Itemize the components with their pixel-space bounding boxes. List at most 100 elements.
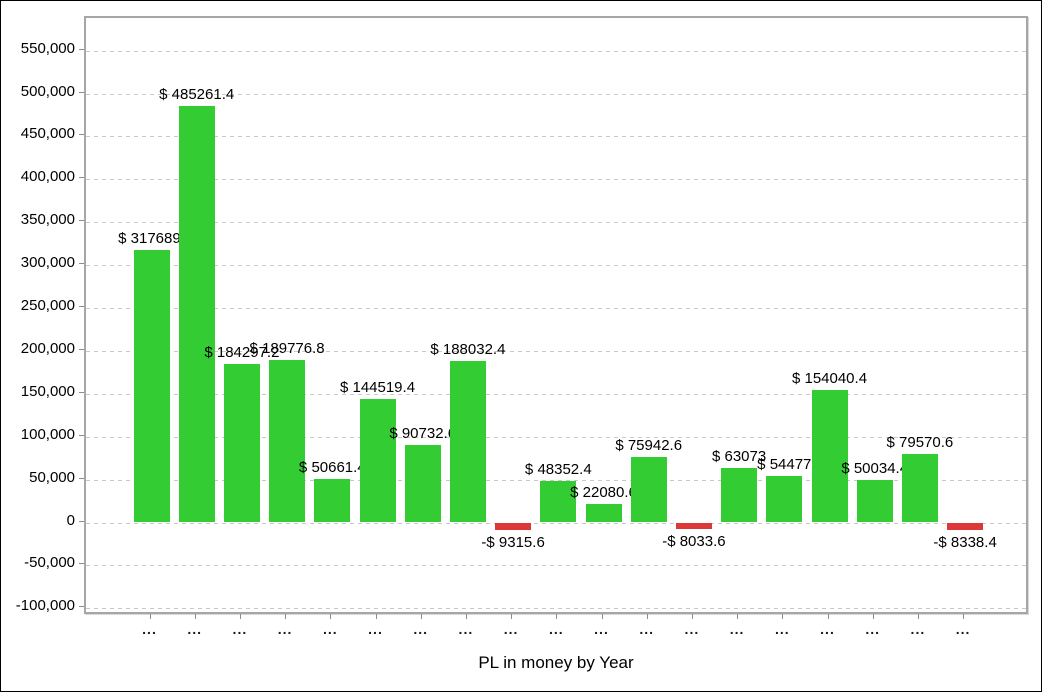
plot-area: $ 317689. $ 485261.4 $ 184297.2 $ 189776.8 $…: [84, 16, 1028, 614]
x-tick-mark: [917, 614, 919, 619]
y-tick-label: 0: [66, 511, 75, 529]
profit-bar: [359, 398, 396, 523]
x-tick-mark: [782, 614, 784, 619]
x-tick-label: ...: [232, 621, 248, 637]
x-tick-label: ...: [458, 621, 474, 637]
bar-value-label: $ 317689.: [118, 229, 185, 247]
bar-value-label: $ 144519.4: [339, 378, 416, 396]
x-tick-mark: [646, 614, 648, 619]
y-tick-mark: [79, 348, 84, 350]
gridline: [86, 565, 1026, 567]
bar-value-label: $ 50034.4: [841, 459, 909, 477]
y-tick-mark: [79, 391, 84, 393]
y-tick-mark: [79, 434, 84, 436]
bar-value-label: $ 90732.6: [389, 424, 457, 442]
gridline: [86, 308, 1026, 309]
x-tick-mark: [420, 614, 422, 619]
profit-bar: [314, 479, 351, 523]
y-tick-label: 350,000: [20, 211, 75, 229]
bar-value-label: -$ 8338.4: [933, 533, 997, 551]
gridline: [86, 265, 1026, 267]
x-tick-label: ...: [865, 621, 881, 637]
x-tick-mark: [691, 614, 693, 619]
bar-value-label: $ 63073: [711, 448, 767, 466]
y-tick-label: 100,000: [20, 425, 75, 443]
y-tick-label: 450,000: [20, 125, 75, 143]
y-tick-label: -100,000: [15, 597, 75, 615]
profit-bar: [223, 364, 260, 523]
profit-bar: [766, 475, 803, 523]
bar-value-label: $ 154040.4: [791, 370, 868, 388]
profit-bar: [540, 481, 577, 523]
bar-value-label: -$ 9315.6: [481, 534, 545, 552]
x-tick-mark: [149, 614, 151, 619]
gridline: [86, 350, 1026, 352]
loss-bar: [675, 522, 712, 530]
bar-value-label: $ 22080.6: [570, 483, 637, 501]
x-tick-label: ...: [955, 621, 971, 637]
y-tick-label: 200,000: [20, 339, 75, 357]
x-tick-label: ...: [729, 621, 745, 637]
x-tick-mark: [737, 614, 739, 619]
profit-bar: [721, 468, 758, 523]
profit-bar: [811, 390, 848, 523]
x-tick-label: ...: [548, 621, 564, 637]
profit-bar: [630, 457, 667, 523]
y-tick-mark: [79, 134, 84, 136]
x-tick-label: ...: [277, 621, 293, 637]
y-tick-label: 300,000: [20, 254, 75, 272]
bar-value-label: $ 54477: [757, 455, 812, 473]
x-axis-title: PL in money by Year: [478, 653, 634, 672]
x-tick-label: ...: [910, 621, 926, 637]
profit-bar: [856, 479, 893, 523]
gridline: [86, 50, 1026, 52]
x-tick-mark: [375, 614, 377, 619]
y-tick-mark: [79, 306, 84, 307]
x-tick-mark: [872, 614, 874, 619]
y-tick-mark: [79, 520, 84, 522]
y-tick-label: 50,000: [29, 468, 75, 486]
x-tick-mark: [194, 614, 196, 619]
bar-value-label: $ 79570.6: [886, 434, 954, 452]
x-tick-label: ...: [142, 621, 157, 637]
x-tick-label: ...: [322, 621, 338, 637]
y-tick-label: 150,000: [20, 382, 75, 400]
x-tick-label: ...: [774, 621, 790, 637]
y-tick-label: 400,000: [20, 168, 75, 186]
profit-bar: [404, 444, 441, 523]
y-tick-label: 550,000: [20, 39, 75, 57]
x-tick-label: ...: [594, 621, 609, 637]
bar-value-label: $ 48352.4: [524, 461, 592, 478]
gridline: [86, 522, 1026, 524]
profit-bar: [178, 106, 215, 523]
x-tick-label: ...: [187, 621, 203, 637]
x-tick-label: ...: [820, 621, 835, 637]
bar-value-label: $ 485261.4: [159, 86, 235, 104]
y-tick-mark: [79, 477, 84, 479]
bar-value-label: $ 189776.8: [249, 339, 325, 357]
profit-bar: [901, 454, 938, 523]
x-tick-mark: [963, 614, 965, 619]
x-tick-label: ...: [368, 621, 383, 637]
bar-value-label: $ 50661.4: [298, 459, 366, 477]
y-tick-mark: [79, 606, 84, 608]
bar-value-label: -$ 8033.6: [662, 533, 726, 551]
y-tick-mark: [79, 177, 84, 179]
gridline: [86, 93, 1026, 95]
y-tick-label: 500,000: [20, 82, 75, 100]
profit-bar: [133, 249, 170, 523]
profit-bar: [449, 361, 486, 523]
y-tick-mark: [79, 48, 84, 50]
loss-bar: [495, 522, 532, 531]
y-tick-label: 250,000: [20, 297, 75, 314]
bar-value-label: $ 75942.6: [615, 437, 683, 455]
y-tick-mark: [79, 91, 84, 93]
x-tick-mark: [511, 614, 513, 619]
loss-bar: [947, 522, 984, 530]
x-tick-mark: [285, 614, 287, 619]
gridline: [86, 436, 1026, 438]
gridline: [86, 222, 1026, 224]
y-tick-mark: [79, 263, 84, 265]
profit-bar: [585, 503, 622, 523]
gridline: [86, 479, 1026, 481]
